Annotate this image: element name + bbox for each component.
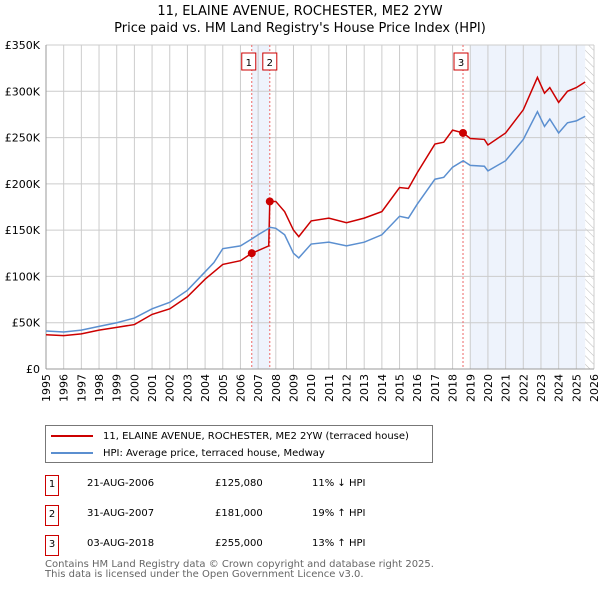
x-tick-label: 1996 xyxy=(58,374,71,402)
chart-subtitle: Price paid vs. HM Land Registry's House … xyxy=(114,21,486,36)
x-tick-label: 2011 xyxy=(323,374,336,402)
x-tick-label: 2010 xyxy=(305,374,318,402)
sale-date: 21-AUG-2006 xyxy=(87,478,155,489)
sale-number: 2 xyxy=(45,505,59,526)
x-tick-label: 2009 xyxy=(287,374,300,402)
x-tick-label: 2001 xyxy=(146,374,159,402)
x-tick-label: 2014 xyxy=(376,374,389,402)
sale-price: £255,000 xyxy=(215,538,263,549)
series-line-hpi xyxy=(45,109,586,333)
x-tick-label: 1998 xyxy=(93,374,106,402)
legend-item-hpi: HPI: Average price, terraced house, Medw… xyxy=(51,445,325,461)
series-line-price xyxy=(45,75,586,337)
sale-label-2: 2 xyxy=(262,52,278,71)
x-tick-label: 2004 xyxy=(199,374,212,402)
forecast-hatch xyxy=(585,45,594,369)
sale-hpi-diff: 19% ↑ HPI xyxy=(312,508,366,519)
x-tick-label: 2012 xyxy=(341,374,354,402)
x-tick-label: 2007 xyxy=(252,374,265,402)
x-tick-label: 2026 xyxy=(588,374,600,402)
x-tick-label: 2021 xyxy=(500,374,513,402)
shaded-range xyxy=(251,45,270,369)
x-tick-label: 2015 xyxy=(394,374,407,402)
x-tick-label: 2019 xyxy=(464,374,477,402)
legend-swatch-hpi xyxy=(51,452,93,454)
sale-hpi-diff: 13% ↑ HPI xyxy=(312,538,366,549)
y-tick-label: £0 xyxy=(26,363,40,376)
x-tick-label: 1999 xyxy=(111,374,124,402)
legend-item-price: 11, ELAINE AVENUE, ROCHESTER, ME2 2YW (t… xyxy=(51,428,409,444)
sale-label-3: 3 xyxy=(453,52,469,71)
x-tick-label: 2020 xyxy=(482,374,495,402)
legend-swatch-price xyxy=(51,435,93,437)
x-tick-label: 2016 xyxy=(411,374,424,402)
chart-title: 11, ELAINE AVENUE, ROCHESTER, ME2 2YW xyxy=(157,4,443,19)
x-tick-label: 2006 xyxy=(234,374,247,402)
x-tick-label: 2008 xyxy=(270,374,283,402)
sale-label-box xyxy=(262,52,278,71)
footer-line-2: This data is licensed under the Open Gov… xyxy=(45,569,364,580)
footer-line-1: Contains HM Land Registry data © Crown c… xyxy=(45,559,434,570)
sale-point xyxy=(459,128,468,137)
x-tick-label: 1997 xyxy=(75,374,88,402)
sale-price: £125,080 xyxy=(215,478,263,489)
footer: Contains HM Land Registry data © Crown c… xyxy=(45,560,434,580)
x-tick-label: 2025 xyxy=(570,374,583,402)
x-tick-label: 2022 xyxy=(517,374,530,402)
x-tick-label: 2018 xyxy=(447,374,460,402)
x-tick-label: 2002 xyxy=(164,374,177,402)
x-tick-label: 2003 xyxy=(181,374,194,402)
sale-label-text: 1 xyxy=(246,58,252,69)
sale-point xyxy=(265,197,274,206)
sale-date: 03-AUG-2018 xyxy=(87,538,155,549)
sale-point xyxy=(247,249,256,258)
x-tick-label: 2005 xyxy=(217,374,230,402)
sale-price: £181,000 xyxy=(215,508,263,519)
sale-label-1: 1 xyxy=(241,52,257,71)
legend-label-hpi: HPI: Average price, terraced house, Medw… xyxy=(103,447,325,459)
x-tick-label: 1995 xyxy=(40,374,53,402)
x-tick-label: 2017 xyxy=(429,374,442,402)
x-tick-label: 2000 xyxy=(128,374,141,402)
y-tick-label: £300K xyxy=(5,85,41,98)
x-tick-label: 2024 xyxy=(553,374,566,402)
sale-date: 31-AUG-2007 xyxy=(87,508,155,519)
sale-hpi-diff: 11% ↓ HPI xyxy=(312,478,366,489)
sale-label-box xyxy=(453,52,469,71)
y-tick-label: £350K xyxy=(5,39,41,52)
y-tick-label: £150K xyxy=(5,224,41,237)
sale-number: 3 xyxy=(45,535,59,556)
sale-label-text: 2 xyxy=(267,58,273,69)
plot-area: 1995 1996 1997 1998 1999 2000 2001 2002 2003 2004… xyxy=(5,39,600,402)
sale-label-box xyxy=(241,52,257,71)
y-tick-label: £50K xyxy=(12,317,41,330)
y-tick-label: £100K xyxy=(5,270,41,283)
x-tick-label: 2013 xyxy=(358,374,371,402)
legend: 11, ELAINE AVENUE, ROCHESTER, ME2 2YW (t… xyxy=(45,425,433,463)
sale-number: 1 xyxy=(45,475,59,496)
x-tick-label: 2023 xyxy=(535,374,548,402)
legend-label-price: 11, ELAINE AVENUE, ROCHESTER, ME2 2YW (t… xyxy=(103,430,409,442)
y-tick-label: £250K xyxy=(5,132,41,145)
y-tick-label: £200K xyxy=(5,178,41,191)
sale-label-text: 3 xyxy=(458,58,464,69)
